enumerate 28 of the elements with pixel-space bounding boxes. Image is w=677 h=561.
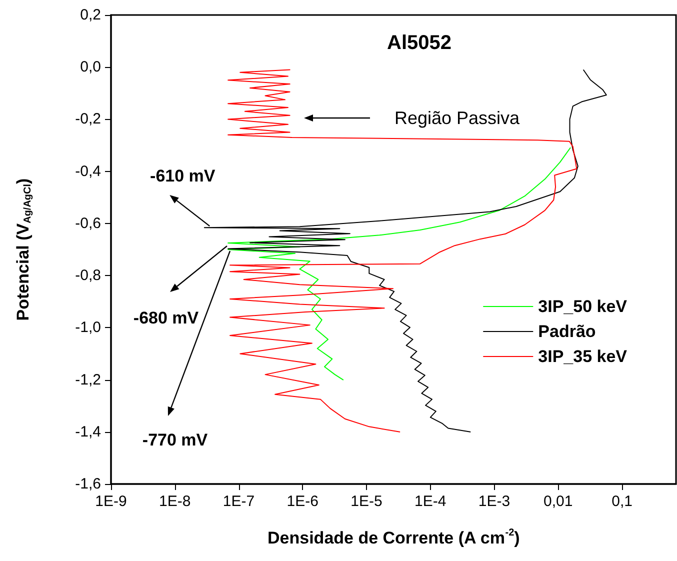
- x-tick-label: 1E-4: [414, 493, 446, 510]
- x-tick-label: 1E-8: [159, 493, 191, 510]
- x-tick-label: 1E-3: [478, 493, 510, 510]
- x-tick-label: 0,01: [544, 493, 573, 510]
- y-tick-label: 0,0: [80, 58, 101, 76]
- annotation: Região Passiva: [394, 108, 521, 128]
- x-tick-label: 1E-6: [286, 493, 318, 510]
- x-tick-label: 0,1: [612, 493, 632, 510]
- legend-label: 3IP_35 keV: [538, 347, 628, 366]
- y-tick-label: 0,2: [80, 6, 101, 24]
- annotation: -610 mV: [150, 166, 216, 186]
- y-tick-label: -0,6: [75, 214, 101, 232]
- x-tick-label: 1E-7: [222, 493, 255, 510]
- legend-label: Padrão: [538, 322, 596, 341]
- y-axis-title: Potencial (VAg/AgCl): [14, 178, 34, 321]
- y-tick-label: -1,2: [75, 371, 101, 388]
- y-tick-label: -0,8: [75, 267, 101, 284]
- annotation: -770 mV: [142, 430, 208, 450]
- y-tick-label: -0,4: [75, 162, 101, 180]
- y-tick-label: -1,4: [75, 423, 101, 440]
- y-tick-label: -0,2: [75, 110, 101, 128]
- text: Al5052: [387, 32, 452, 54]
- y-tick-label: -1,0: [75, 319, 101, 336]
- y-tick-label: -1,6: [75, 476, 101, 492]
- x-tick-label: 1E-9: [95, 493, 127, 510]
- x-tick-label: 1E-5: [350, 493, 382, 510]
- legend-label: 3IP_50 keV: [538, 297, 628, 316]
- annotation: -680 mV: [133, 308, 200, 328]
